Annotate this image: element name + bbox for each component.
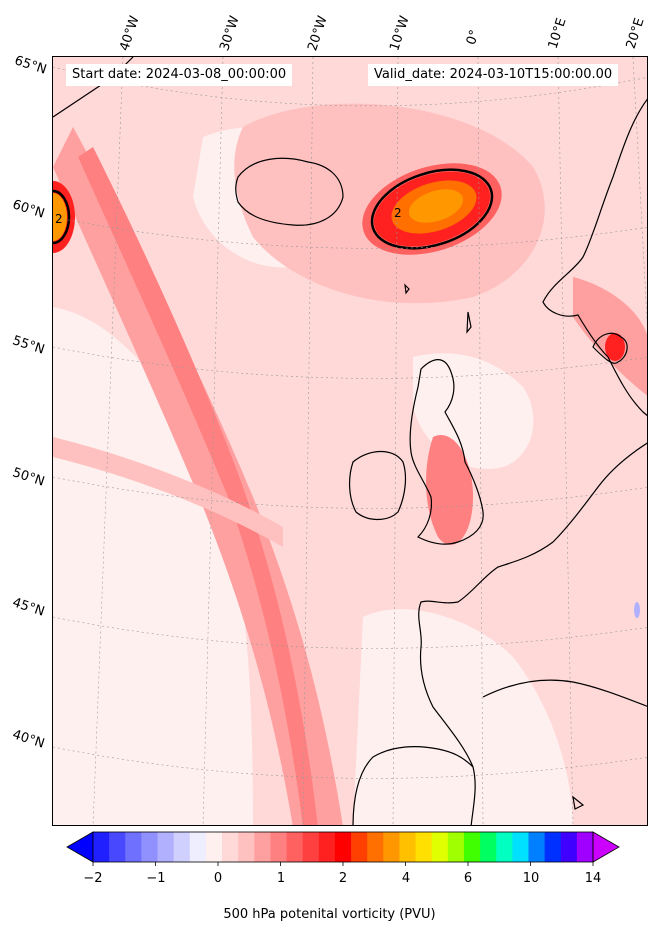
colorbar-swatch (480, 832, 497, 862)
lon-label-20e: 20°E (623, 16, 648, 51)
lat-label-65n: 65°N (12, 53, 49, 78)
lat-label-60n: 60°N (10, 197, 47, 222)
colorbar-tick-label: 0 (213, 871, 223, 886)
colorbar-swatch (528, 832, 546, 862)
colorbar-tick-label: 4 (401, 871, 411, 886)
pv-spot-denmark (605, 333, 625, 361)
colorbar-swatch (238, 832, 255, 862)
pv-streamer-strong (78, 147, 318, 825)
colorbar-swatch (109, 832, 126, 862)
pv-negative-spot (634, 602, 640, 618)
colorbar-swatch (496, 832, 513, 862)
colorbar-tick-label: 1 (276, 871, 286, 886)
lat-label-50n: 50°N (10, 465, 47, 490)
lon-label-30w: 30°W (217, 14, 243, 53)
lat-label-40n: 40°N (10, 727, 47, 752)
pv-region-light-south (353, 609, 573, 825)
colorbar-swatch (254, 832, 271, 862)
lon-label-0: 0° (463, 28, 483, 47)
start-date-label: Start date: 2024-03-08_00:00:00 (66, 64, 293, 86)
lat-label-45n: 45°N (10, 595, 47, 620)
colorbar-swatch (205, 832, 223, 862)
colorbar-swatch (544, 832, 562, 862)
colorbar-swatch (383, 832, 400, 862)
colorbar-tick-label: 14 (584, 871, 602, 886)
potential-vorticity-map: 2 2 (53, 57, 647, 825)
colorbar-tick-label: −2 (83, 871, 103, 886)
colorbar-swatch (222, 832, 239, 862)
pv-band-west (53, 437, 283, 547)
colorbar-swatch (512, 832, 529, 862)
colorbar-extend-max (592, 831, 620, 863)
lon-label-10w: 10°W (387, 14, 413, 53)
valid-date-label: Valid_date: 2024-03-10T15:00:00.00 (368, 64, 619, 86)
lon-label-10e: 10°E (545, 16, 570, 51)
colorbar-swatch (447, 832, 465, 862)
lon-label-20w: 20°W (305, 14, 331, 53)
lat-label-55n: 55°N (10, 333, 47, 358)
colorbar-swatch (157, 832, 175, 862)
pv-streamer-medium (53, 127, 343, 825)
colorbar-swatch (367, 832, 384, 862)
colorbar-swatch (318, 832, 336, 862)
colorbar-tick-label: 6 (463, 871, 473, 886)
colorbar-swatch (189, 832, 207, 862)
colorbar-swatch (576, 832, 594, 862)
colorbar-tick-label: 10 (522, 871, 540, 886)
colorbar-swatch (125, 832, 142, 862)
colorbar-swatch (173, 832, 191, 862)
colorbar-swatch (463, 832, 481, 862)
lon-label-40w: 40°W (117, 14, 143, 53)
colorbar-swatch (560, 832, 578, 862)
pv-region-light-west (53, 307, 253, 825)
colorbar-swatch (302, 832, 320, 862)
coastlines (53, 57, 647, 825)
pv-2-contour-east (370, 168, 494, 250)
pv-region-britain (426, 435, 473, 545)
colorbar-extend-min (66, 831, 94, 863)
colorbar-label: 500 hPa potenital vorticity (PVU) (223, 907, 436, 922)
pv-max-core (408, 189, 464, 223)
colorbar-swatch (399, 832, 417, 862)
contour-label-west: 2 (55, 212, 63, 226)
colorbar-tick-label: 2 (338, 871, 348, 886)
colorbar-swatch (141, 832, 159, 862)
pv-2-contour-west (53, 189, 71, 245)
colorbar-swatch (351, 832, 368, 862)
colorbar-swatch (93, 832, 110, 862)
colorbar (66, 831, 620, 866)
colorbar-swatch (270, 832, 288, 862)
pv-max-west-core (53, 193, 67, 241)
colorbar-swatch (415, 832, 433, 862)
colorbar-swatch (431, 832, 449, 862)
contour-label-east: 2 (394, 206, 402, 220)
colorbar-swatch (334, 832, 352, 862)
map-panel: 2 2 (52, 56, 648, 826)
colorbar-tick-label: −1 (146, 871, 166, 886)
colorbar-swatch (286, 832, 304, 862)
